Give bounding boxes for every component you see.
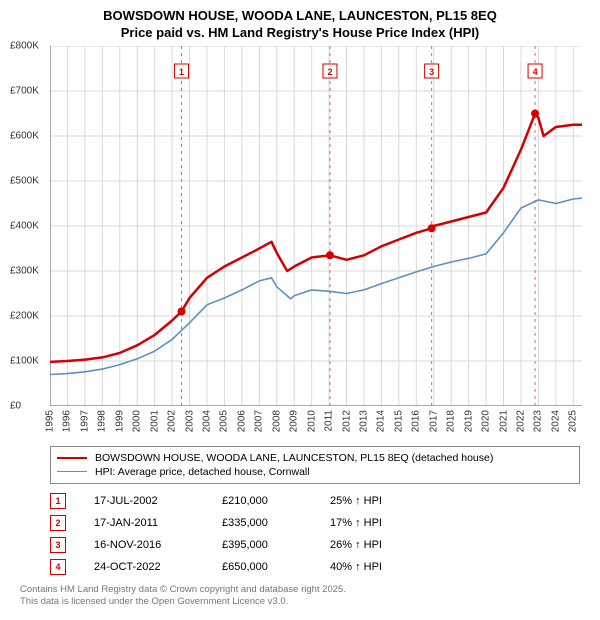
event-row: 4 24-OCT-2022 £650,000 40% ↑ HPI xyxy=(50,556,580,578)
event-delta: 17% ↑ HPI xyxy=(330,517,430,529)
y-tick-label: £700K xyxy=(10,85,39,96)
y-tick-label: £500K xyxy=(10,175,39,186)
event-delta: 40% ↑ HPI xyxy=(330,561,430,573)
legend-swatch-hpi xyxy=(57,471,87,472)
event-delta: 25% ↑ HPI xyxy=(330,495,430,507)
x-tick-label: 2015 xyxy=(393,410,404,432)
footer-line-2: This data is licensed under the Open Gov… xyxy=(20,596,580,608)
x-tick-label: 2018 xyxy=(446,410,457,432)
x-tick-label: 2005 xyxy=(219,410,230,432)
title-line-2: Price paid vs. HM Land Registry's House … xyxy=(10,25,590,42)
x-tick-label: 2010 xyxy=(306,410,317,432)
x-tick-label: 1998 xyxy=(97,410,108,432)
y-tick-label: £800K xyxy=(10,40,39,51)
x-axis-labels: 1995199619971998199920002001200220032004… xyxy=(50,406,582,440)
x-tick-label: 2020 xyxy=(481,410,492,432)
event-index-box: 3 xyxy=(50,537,66,553)
y-tick-label: £600K xyxy=(10,130,39,141)
x-tick-label: 2011 xyxy=(324,410,335,432)
y-tick-label: £300K xyxy=(10,265,39,276)
footer-line-1: Contains HM Land Registry data © Crown c… xyxy=(20,584,580,596)
legend-label-hpi: HPI: Average price, detached house, Corn… xyxy=(95,466,310,478)
svg-text:1: 1 xyxy=(179,67,184,77)
x-tick-label: 2024 xyxy=(550,410,561,432)
legend-swatch-price-paid xyxy=(57,457,87,459)
x-tick-label: 2004 xyxy=(201,410,212,432)
y-tick-label: £400K xyxy=(10,220,39,231)
title-line-1: BOWSDOWN HOUSE, WOODA LANE, LAUNCESTON, … xyxy=(10,8,590,25)
x-tick-label: 2022 xyxy=(515,410,526,432)
x-tick-label: 2000 xyxy=(132,410,143,432)
event-row: 3 16-NOV-2016 £395,000 26% ↑ HPI xyxy=(50,534,580,556)
y-tick-label: £200K xyxy=(10,310,39,321)
x-tick-label: 2007 xyxy=(254,410,265,432)
x-tick-label: 1999 xyxy=(114,410,125,432)
event-date: 17-JAN-2011 xyxy=(94,517,194,529)
event-row: 1 17-JUL-2002 £210,000 25% ↑ HPI xyxy=(50,490,580,512)
event-index-box: 4 xyxy=(50,559,66,575)
event-date: 16-NOV-2016 xyxy=(94,539,194,551)
x-tick-label: 2012 xyxy=(341,410,352,432)
x-tick-label: 2001 xyxy=(149,410,160,432)
x-tick-label: 2003 xyxy=(184,410,195,432)
x-tick-label: 2016 xyxy=(411,410,422,432)
x-tick-label: 1997 xyxy=(79,410,90,432)
event-index-box: 2 xyxy=(50,515,66,531)
event-index-box: 1 xyxy=(50,493,66,509)
x-tick-label: 2014 xyxy=(376,410,387,432)
x-tick-label: 2017 xyxy=(428,410,439,432)
legend-label-price-paid: BOWSDOWN HOUSE, WOODA LANE, LAUNCESTON, … xyxy=(95,452,493,464)
event-date: 24-OCT-2022 xyxy=(94,561,194,573)
x-tick-label: 1995 xyxy=(45,410,56,432)
svg-text:4: 4 xyxy=(533,67,538,77)
event-price: £210,000 xyxy=(222,495,302,507)
y-tick-label: £100K xyxy=(10,355,39,366)
x-tick-label: 2023 xyxy=(533,410,544,432)
legend-row-price-paid: BOWSDOWN HOUSE, WOODA LANE, LAUNCESTON, … xyxy=(57,451,573,465)
event-row: 2 17-JAN-2011 £335,000 17% ↑ HPI xyxy=(50,512,580,534)
x-tick-label: 2008 xyxy=(271,410,282,432)
attribution-footer: Contains HM Land Registry data © Crown c… xyxy=(20,584,580,609)
event-price: £395,000 xyxy=(222,539,302,551)
x-tick-label: 2002 xyxy=(167,410,178,432)
x-tick-label: 2009 xyxy=(289,410,300,432)
chart-svg: 1 2 3 4 xyxy=(50,46,582,406)
svg-text:3: 3 xyxy=(429,67,434,77)
x-tick-label: 1996 xyxy=(62,410,73,432)
y-tick-label: £0 xyxy=(10,400,21,411)
legend: BOWSDOWN HOUSE, WOODA LANE, LAUNCESTON, … xyxy=(50,446,580,484)
legend-row-hpi: HPI: Average price, detached house, Corn… xyxy=(57,465,573,479)
x-tick-label: 2006 xyxy=(236,410,247,432)
x-tick-label: 2013 xyxy=(358,410,369,432)
x-tick-label: 2019 xyxy=(463,410,474,432)
x-tick-label: 2025 xyxy=(568,410,579,432)
event-price: £650,000 xyxy=(222,561,302,573)
svg-text:2: 2 xyxy=(327,67,332,77)
event-price: £335,000 xyxy=(222,517,302,529)
x-tick-label: 2021 xyxy=(498,410,509,432)
event-date: 17-JUL-2002 xyxy=(94,495,194,507)
chart-title: BOWSDOWN HOUSE, WOODA LANE, LAUNCESTON, … xyxy=(10,8,590,42)
events-table: 1 17-JUL-2002 £210,000 25% ↑ HPI 2 17-JAN-201… xyxy=(50,490,580,578)
event-delta: 26% ↑ HPI xyxy=(330,539,430,551)
chart-plot-area: 1234 £0£100K£200K£300K£400K£500K£600K£70… xyxy=(50,46,582,406)
